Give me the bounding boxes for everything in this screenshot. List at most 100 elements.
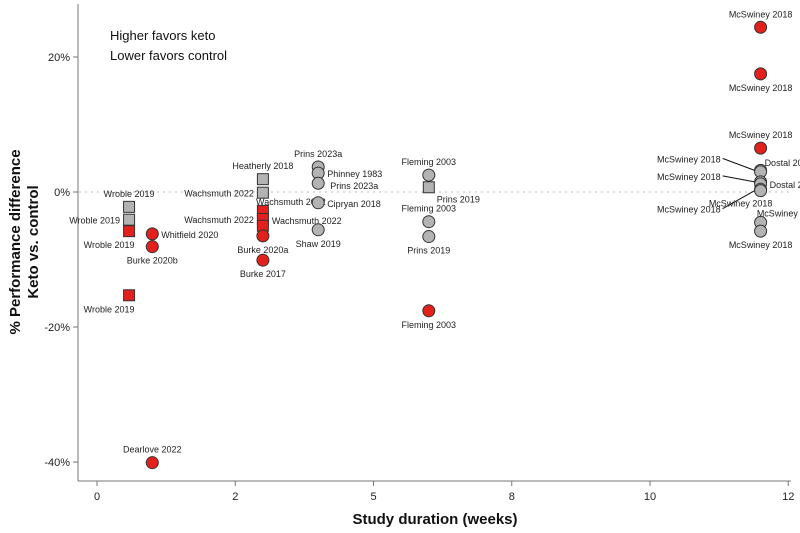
data-point-label: McSwiney 2018 bbox=[709, 198, 773, 208]
data-point-square bbox=[123, 225, 136, 238]
data-point-circle bbox=[422, 215, 436, 229]
x-axis-title: Study duration (weeks) bbox=[352, 511, 517, 528]
data-point-label: Prins 2023a bbox=[330, 181, 378, 191]
label-leader-line bbox=[722, 190, 755, 210]
y-tick-label: -20% bbox=[44, 322, 70, 334]
data-point-label: Fleming 2003 bbox=[402, 320, 457, 330]
data-point-circle bbox=[256, 253, 270, 267]
data-point-group: Fleming 2003 bbox=[402, 157, 457, 182]
data-point-label: Burke 2020a bbox=[237, 245, 288, 255]
x-tick-label: 2 bbox=[232, 491, 238, 503]
label-leader-line bbox=[722, 157, 755, 171]
data-point-square bbox=[123, 289, 136, 302]
data-point-label: Wroble 2019 bbox=[84, 240, 135, 250]
data-point-group: Prins 2023a bbox=[311, 176, 378, 191]
data-point-group: Burke 2020b bbox=[127, 240, 178, 266]
data-point-group: Heatherly 2018 bbox=[232, 161, 293, 186]
y-axis-title-line1: % Performance difference bbox=[7, 149, 24, 334]
data-point-label: Wroble 2019 bbox=[69, 216, 120, 226]
data-point-label: McSwiney 2018 bbox=[729, 9, 793, 19]
data-point-label: Prins 2019 bbox=[407, 246, 450, 256]
data-point-label: McSwiney 2018 bbox=[657, 154, 721, 164]
data-point-label: Wachsmuth 2022 bbox=[272, 216, 342, 226]
x-tick-label: 8 bbox=[509, 491, 515, 503]
data-point-group: Wachsmuth 2022 bbox=[256, 216, 342, 232]
data-point-group: Burke 2017 bbox=[240, 253, 286, 279]
data-point-group: Whitfield 2020 bbox=[145, 227, 218, 241]
data-point-label: Dostal 2019 bbox=[765, 158, 800, 168]
x-tick-label: 0 bbox=[94, 491, 100, 503]
data-point-group: McSwiney 2018 bbox=[729, 9, 793, 34]
data-point-circle bbox=[256, 229, 270, 243]
data-point-circle bbox=[311, 176, 325, 190]
data-point-circle bbox=[422, 168, 436, 182]
data-point-label: Wachsmuth 2022 bbox=[184, 189, 254, 199]
data-point-label: McSwiney 2018 bbox=[729, 130, 793, 140]
data-point-label: McSwiney 2018 bbox=[729, 240, 793, 250]
data-point-square bbox=[256, 186, 269, 199]
data-point-circle bbox=[754, 20, 768, 34]
data-point-label: Burke 2020b bbox=[127, 256, 178, 266]
data-point-label: Wroble 2019 bbox=[84, 304, 135, 314]
data-point-label: Wachsmuth 2022 bbox=[256, 197, 326, 207]
data-point-label: McSwiney 2018 bbox=[657, 172, 721, 182]
x-tick-label: 10 bbox=[644, 491, 656, 503]
data-point-group: Fleming 2003 bbox=[402, 304, 457, 330]
data-point-group: Dostal 2019 bbox=[754, 158, 800, 179]
data-point-label: Fleming 2003 bbox=[402, 204, 457, 214]
data-point-label: McSwiney 2018 bbox=[729, 83, 793, 93]
data-point-group: Burke 2020a bbox=[237, 229, 288, 255]
data-point-group: Wachsmuth 2022 bbox=[184, 186, 269, 199]
data-point-circle bbox=[311, 223, 325, 237]
data-point-label: Whitfield 2020 bbox=[161, 230, 218, 240]
data-point-square bbox=[123, 213, 136, 226]
data-point-circle bbox=[754, 67, 768, 81]
y-tick-label: 0% bbox=[54, 187, 70, 199]
data-point-label: Prins 2023a bbox=[294, 149, 342, 159]
data-point-group: Wroble 2019 bbox=[84, 289, 136, 314]
data-point-label: Shaw 2019 bbox=[296, 239, 341, 249]
data-point-label: Burke 2017 bbox=[240, 269, 286, 279]
data-point-circle bbox=[754, 141, 768, 155]
data-point-square bbox=[422, 181, 435, 194]
data-point-group: Wroble 2019 bbox=[84, 225, 136, 250]
data-point-square bbox=[123, 200, 136, 213]
data-point-group: Cipryan 2018 bbox=[311, 196, 381, 210]
data-point-group: Fleming 2003 bbox=[402, 204, 457, 229]
data-point-circle bbox=[145, 227, 159, 241]
annotation-lower: Lower favors control bbox=[110, 48, 227, 63]
data-point-group: McSwiney 2018 bbox=[729, 224, 793, 250]
data-point-label: McSwiney 2018 bbox=[757, 208, 800, 218]
x-tick-label: 5 bbox=[370, 491, 376, 503]
data-point-label: Dostal 2019 bbox=[770, 180, 800, 190]
data-point-circle bbox=[145, 240, 159, 254]
data-point-group: McSwiney 2018 bbox=[657, 184, 768, 215]
annotation-higher: Higher favors keto bbox=[110, 28, 216, 43]
data-point-label: McSwiney 2018 bbox=[657, 205, 721, 215]
data-point-group: Phinney 1983 bbox=[311, 166, 382, 180]
data-point-label: Wroble 2019 bbox=[104, 189, 155, 199]
y-axis-title-line2: Keto vs. control bbox=[25, 185, 42, 298]
axes bbox=[77, 4, 791, 482]
data-point-circle bbox=[422, 230, 436, 244]
data-point-label: Wachsmuth 2022 bbox=[184, 215, 254, 225]
data-point-group: Shaw 2019 bbox=[296, 223, 341, 249]
data-point-label: Phinney 1983 bbox=[327, 169, 382, 179]
data-point-circle bbox=[754, 224, 768, 238]
data-point-group: Wachsmuth 2022 bbox=[184, 213, 269, 225]
data-point-circle bbox=[422, 304, 436, 318]
data-point-circle bbox=[754, 184, 768, 198]
x-tick-label: 12 bbox=[782, 491, 794, 503]
data-point-circle bbox=[145, 456, 159, 470]
data-point-label: Heatherly 2018 bbox=[232, 161, 293, 171]
data-point-group: Wroble 2019 bbox=[104, 189, 155, 213]
data-point-group: McSwiney 2018 bbox=[729, 130, 793, 155]
data-point-group: Wroble 2019 bbox=[69, 213, 136, 226]
data-point-group: Prins 2019 bbox=[407, 230, 450, 256]
data-point-group: McSwiney 2018 bbox=[729, 67, 793, 93]
data-point-label: Dearlove 2022 bbox=[123, 445, 182, 455]
data-point-label: Fleming 2003 bbox=[402, 157, 457, 167]
y-tick-label: 20% bbox=[48, 52, 70, 64]
data-point-group: Prins 2019 bbox=[422, 181, 480, 204]
data-point-group: Dearlove 2022 bbox=[123, 445, 182, 470]
